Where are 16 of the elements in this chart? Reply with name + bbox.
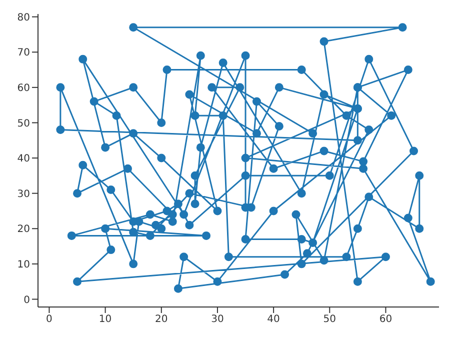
x-tick-label: 10	[98, 314, 112, 326]
y-tick-label: 10	[17, 259, 30, 270]
x-tick-label: 20	[155, 314, 168, 326]
y-tick-label: 30	[17, 188, 30, 200]
y-tick-label: 0	[24, 294, 30, 306]
y-tick-label: 80	[17, 12, 30, 24]
y-tick-label: 70	[17, 48, 30, 59]
x-tick-label: 30	[211, 314, 224, 326]
y-tick-label: 20	[17, 224, 30, 236]
x-tick-label: 60	[379, 314, 392, 326]
x-tick-label: 0	[46, 314, 52, 326]
y-tick-label: 40	[17, 154, 30, 165]
y-tick-label: 50	[17, 118, 30, 130]
x-tick-label: 40	[267, 314, 280, 326]
x-tick-label: 50	[323, 314, 336, 326]
y-tick-label: 60	[17, 82, 30, 94]
